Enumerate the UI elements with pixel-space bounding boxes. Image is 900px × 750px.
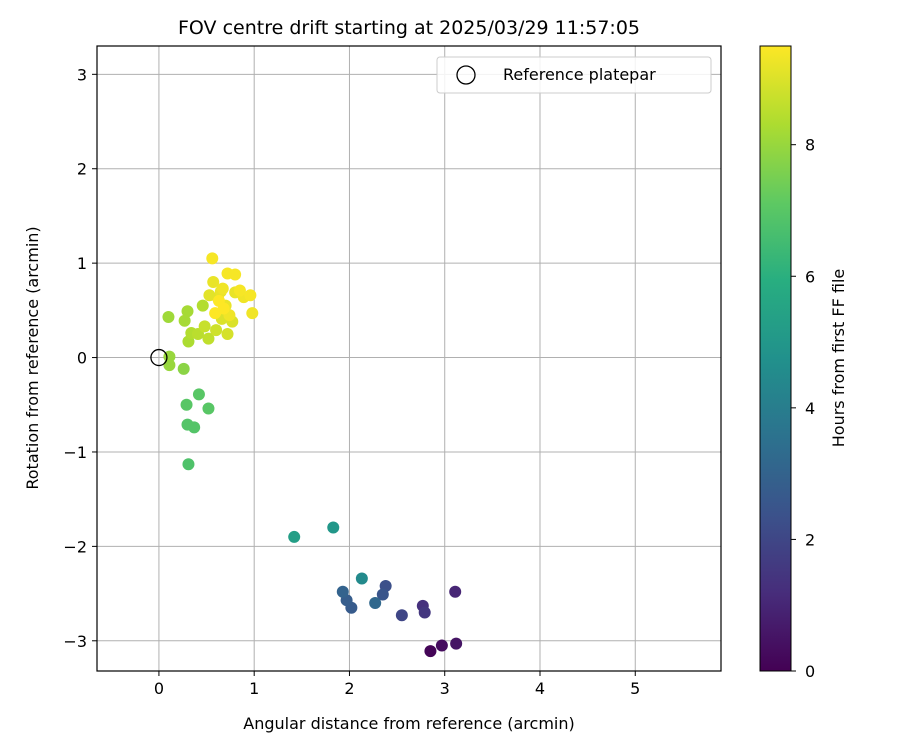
- data-point: [233, 284, 246, 297]
- data-point: [206, 252, 219, 265]
- data-point: [449, 585, 462, 598]
- colorbar-tick-label: 8: [805, 136, 815, 155]
- data-point: [210, 324, 223, 337]
- y-tick-label: 3: [77, 65, 87, 84]
- data-point: [188, 421, 201, 434]
- y-tick-label: 2: [77, 160, 87, 179]
- data-point: [395, 609, 408, 622]
- colorbar-tick-label: 4: [805, 399, 815, 418]
- colorbar: 0 2 4 6 8 Hours from first FF file: [759, 45, 848, 681]
- data-point: [327, 521, 340, 534]
- legend-reference-icon: [456, 65, 476, 85]
- data-point: [246, 307, 259, 320]
- x-axis-label: Angular distance from reference (arcmin): [243, 714, 574, 733]
- y-tick-label: 1: [77, 254, 87, 273]
- data-point: [207, 276, 220, 289]
- axis-ticks: 0 1 2 3 4 5 −3 −2 −1 0 1 2 3: [63, 65, 640, 698]
- data-point: [424, 645, 437, 658]
- x-tick-label: 0: [154, 679, 164, 698]
- plot-area-frame: [96, 45, 722, 672]
- colorbar-gradient: [759, 45, 792, 672]
- legend-box: [436, 56, 712, 94]
- x-tick-label: 2: [344, 679, 354, 698]
- chart-title: FOV centre drift starting at 2025/03/29 …: [178, 17, 640, 39]
- data-point: [196, 299, 209, 312]
- y-tick-label: 0: [77, 349, 87, 368]
- data-point: [177, 362, 190, 375]
- colorbar-ticks: 0 2 4 6 8: [791, 136, 815, 681]
- data-point: [450, 637, 463, 650]
- data-point: [180, 398, 193, 411]
- x-tick-label: 4: [535, 679, 545, 698]
- data-point: [369, 597, 382, 610]
- data-point: [198, 320, 211, 333]
- colorbar-tick-label: 0: [805, 662, 815, 681]
- x-tick-label: 5: [630, 679, 640, 698]
- data-point: [209, 307, 222, 320]
- y-tick-label: −2: [63, 537, 87, 556]
- data-point: [355, 572, 368, 585]
- data-point: [202, 402, 215, 415]
- x-tick-label: 1: [249, 679, 259, 698]
- data-point: [182, 458, 195, 471]
- y-axis-label: Rotation from reference (arcmin): [23, 226, 42, 489]
- data-point: [244, 289, 257, 302]
- data-point: [376, 588, 389, 601]
- data-point: [178, 314, 191, 327]
- data-point: [288, 530, 301, 543]
- colorbar-tick-label: 6: [805, 267, 815, 286]
- reference-platepar-marker: [150, 348, 168, 367]
- data-point: [216, 282, 229, 295]
- data-point: [192, 388, 205, 401]
- data-point: [202, 332, 215, 345]
- grid-lines: [97, 46, 721, 671]
- data-point: [229, 268, 242, 281]
- y-tick-label: −1: [63, 443, 87, 462]
- x-tick-label: 3: [440, 679, 450, 698]
- data-point: [181, 305, 194, 318]
- data-points: [162, 252, 463, 658]
- legend: Reference platepar: [436, 56, 712, 94]
- data-point: [336, 585, 349, 598]
- data-point: [162, 310, 175, 323]
- data-point: [418, 606, 431, 619]
- data-point: [221, 327, 234, 340]
- legend-reference-label: Reference platepar: [503, 65, 656, 84]
- data-point: [163, 359, 176, 372]
- data-point: [435, 639, 448, 652]
- colorbar-label: Hours from first FF file: [829, 269, 848, 448]
- y-tick-label: −3: [63, 632, 87, 651]
- colorbar-tick-label: 2: [805, 530, 815, 549]
